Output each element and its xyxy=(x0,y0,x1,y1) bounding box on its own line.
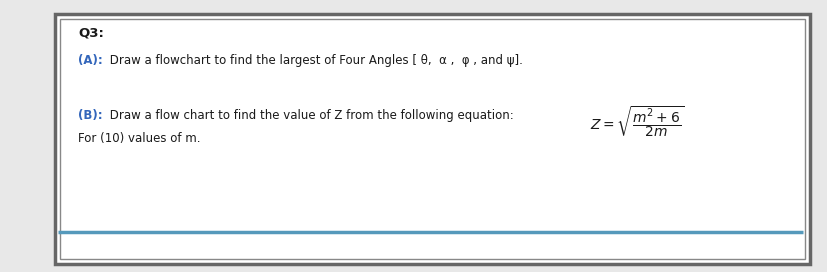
Text: $Z = \sqrt{\dfrac{m^2+6}{2m}}$: $Z = \sqrt{\dfrac{m^2+6}{2m}}$ xyxy=(590,104,684,139)
Text: Q3:: Q3: xyxy=(78,27,103,40)
Text: Draw a flow chart to find the value of Z from the following equation:: Draw a flow chart to find the value of Z… xyxy=(106,109,513,122)
Bar xyxy=(60,19,804,259)
Text: Draw a flowchart to find the largest of Four Angles [ θ,  α ,  φ , and ψ].: Draw a flowchart to find the largest of … xyxy=(106,54,522,67)
Text: (A):: (A): xyxy=(78,54,103,67)
Text: (B):: (B): xyxy=(78,109,103,122)
Text: For (10) values of m.: For (10) values of m. xyxy=(78,132,200,145)
